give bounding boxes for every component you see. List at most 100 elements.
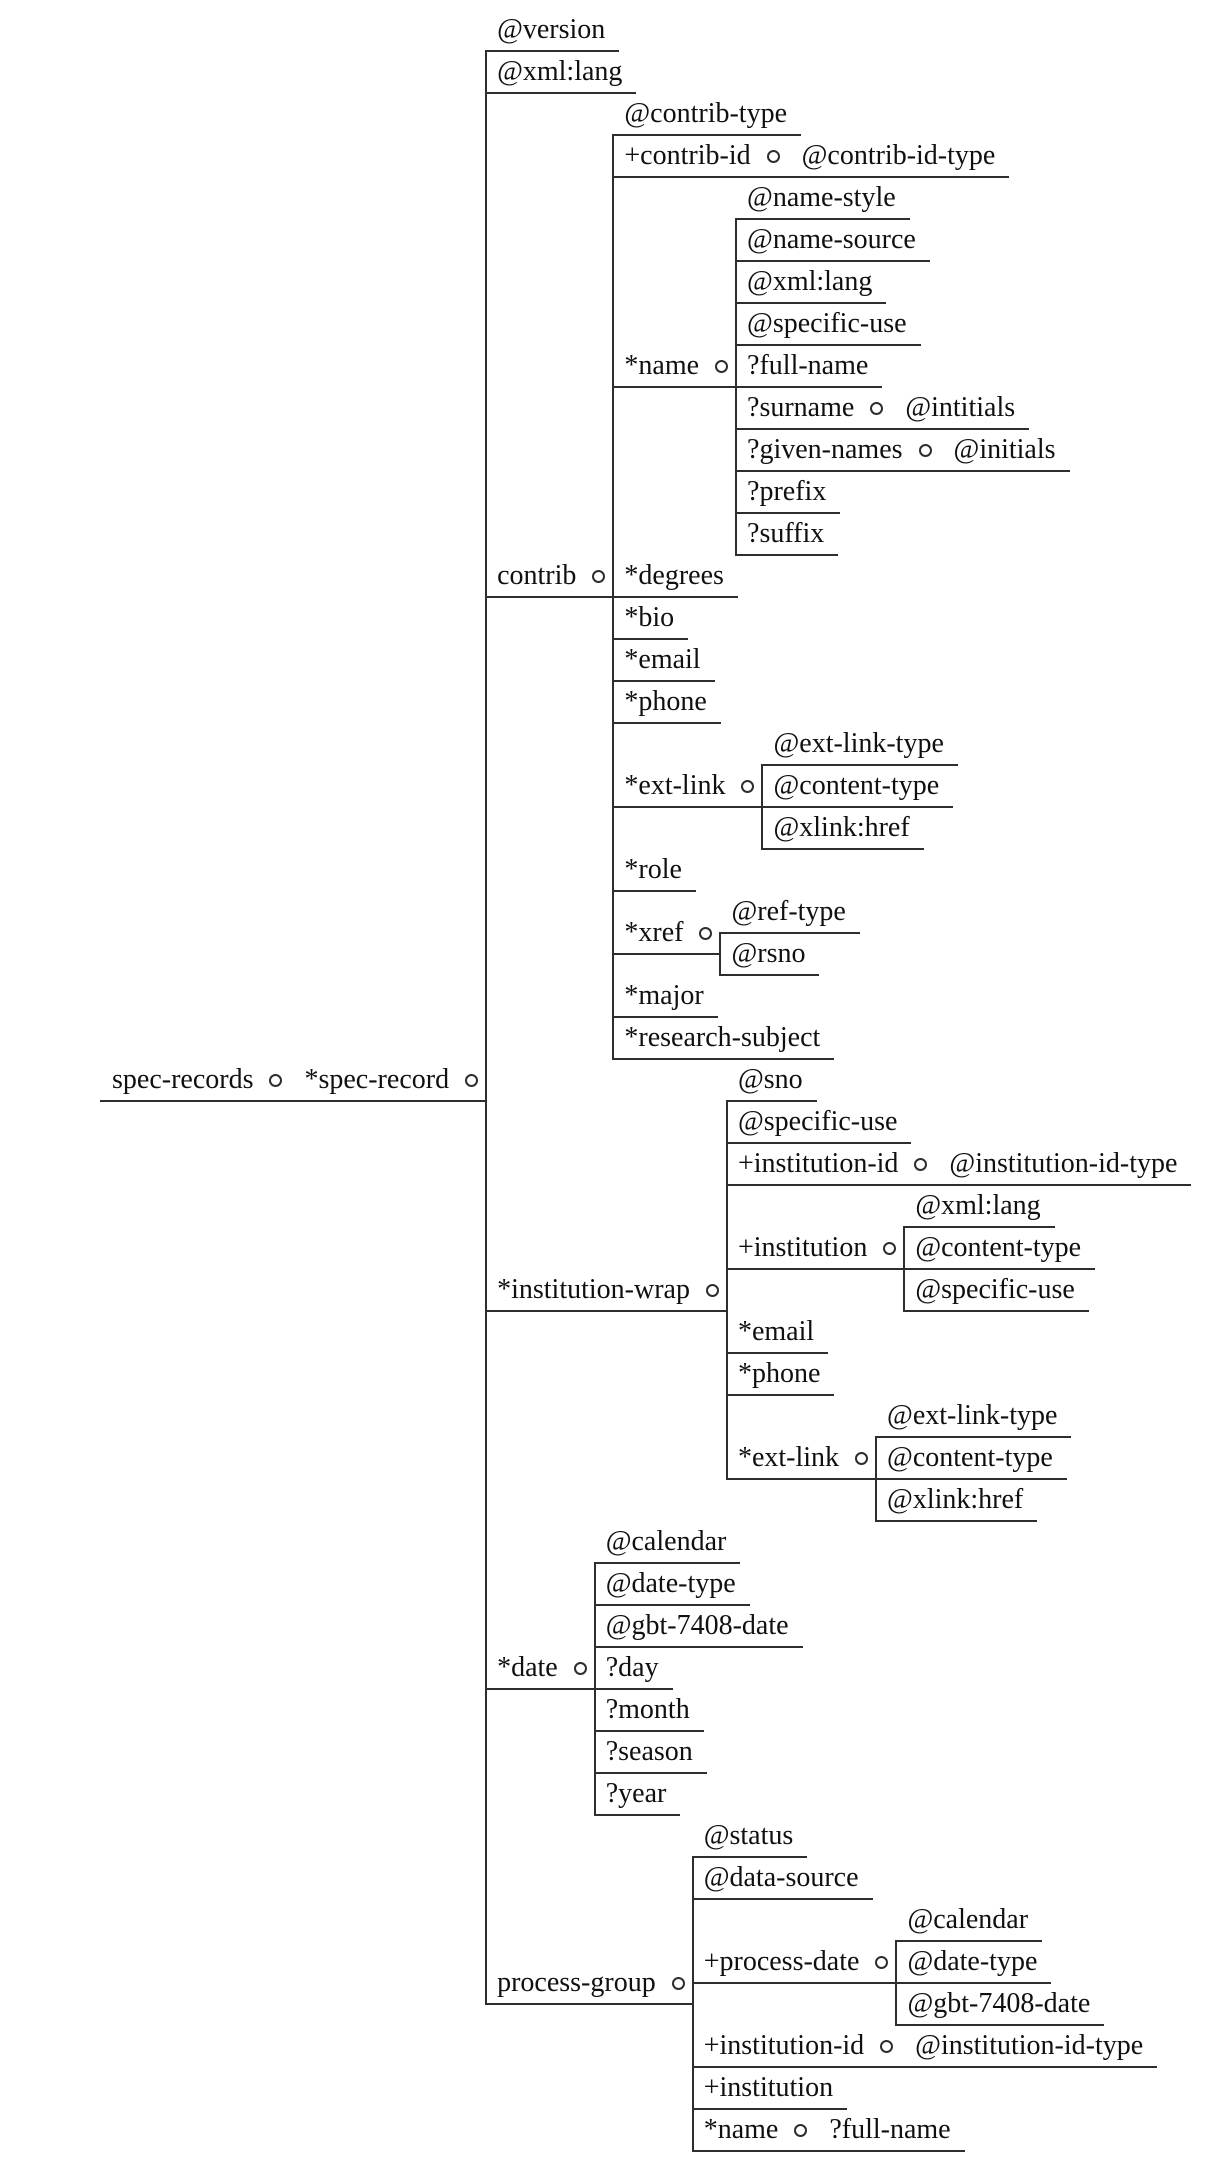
node-label: @content-type	[915, 1232, 1082, 1263]
node-label-line: spec-records *spec-record	[100, 1060, 486, 1102]
node-label: @date-type	[907, 1946, 1038, 1977]
ring-connector-icon	[880, 2039, 894, 2053]
node-label: ?full-name	[829, 2114, 951, 2145]
node-label: *degrees	[624, 560, 724, 591]
ring-connector-icon	[699, 926, 713, 940]
node-label-line: @specific-use	[725, 1102, 912, 1144]
tree-row: ?day	[593, 1648, 803, 1690]
tree-row: contrib @contrib-type +contrib-id @contrib-…	[485, 94, 1191, 1060]
children-group: @ref-type @rsno	[719, 892, 860, 976]
tree-row: +institution @xml:lang @content-type @speci…	[725, 1186, 1191, 1312]
tree-row: +institution-id @institution-id-type	[691, 2026, 1158, 2068]
node-label-line: *research-subject	[612, 1018, 835, 1060]
node-label: ?suffix	[747, 518, 825, 549]
tree-row: ?season	[593, 1732, 803, 1774]
node-label: @calendar	[907, 1904, 1029, 1935]
node-label: ?day	[605, 1652, 659, 1683]
bracket-line	[903, 1226, 906, 1312]
node-label-line: ?prefix	[735, 472, 841, 514]
node-label: @xml:lang	[747, 266, 873, 297]
node-label-line: @date-type	[593, 1564, 750, 1606]
node-label-line: *name ?full-name	[691, 2110, 965, 2152]
tree-row: *degrees	[612, 556, 1069, 598]
tree-row: *phone	[612, 682, 1069, 724]
tree-row: *research-subject	[612, 1018, 1069, 1060]
tree-row: *ext-link @ext-link-type @content-type @xli…	[725, 1396, 1191, 1522]
tree-row: @gbt-7408-date	[593, 1606, 803, 1648]
node-label-line: @name-style	[735, 178, 910, 220]
node-label-line: ?season	[593, 1732, 707, 1774]
ring-connector-icon	[715, 359, 729, 373]
node-label: @gbt-7408-date	[605, 1610, 789, 1641]
tree-row: ?prefix	[735, 472, 1070, 514]
node-label-line: +institution-id @institution-id-type	[725, 1144, 1192, 1186]
children-group: @calendar @date-type @gbt-7408-date ?day ?mo…	[593, 1522, 803, 1816]
children-group: @ext-link-type @content-type @xlink:href	[875, 1396, 1072, 1522]
node-label: *spec-record	[304, 1064, 450, 1095]
node-label-line: @ext-link-type	[761, 724, 958, 766]
tree-row: ?suffix	[735, 514, 1070, 556]
children-group: @calendar @date-type @gbt-7408-date	[895, 1900, 1105, 2026]
node-label-line: @data-source	[691, 1858, 873, 1900]
node-label-line: +process-date	[691, 1942, 896, 1984]
node-label-line: @xml:lang	[735, 262, 887, 304]
node-label-line: @calendar	[895, 1900, 1043, 1942]
bracket-line	[719, 932, 722, 976]
ring-connector-icon	[883, 1241, 897, 1255]
bracket-line	[593, 1562, 596, 1816]
node-label: *date	[497, 1652, 558, 1683]
node-label-line: *email	[725, 1312, 829, 1354]
children-group: @ext-link-type @content-type @xlink:href	[761, 724, 958, 850]
node-label-line: *major	[612, 976, 718, 1018]
node-label-line: *bio	[612, 598, 689, 640]
node-label: @initials	[953, 434, 1056, 465]
node-label-line: @xml:lang	[903, 1186, 1055, 1228]
tree-row: @specific-use	[903, 1270, 1095, 1312]
node-label-line: @xml:lang	[485, 52, 637, 94]
bracket-line	[735, 218, 738, 556]
node-label-line: @rsno	[719, 934, 820, 976]
node-label-line: ?suffix	[735, 514, 839, 556]
tree-row: ?year	[593, 1774, 803, 1816]
node-label: @gbt-7408-date	[907, 1988, 1091, 2019]
node-label: @intitials	[905, 392, 1016, 423]
node-label-line: @version	[485, 10, 620, 52]
node-label: *role	[624, 854, 682, 885]
tree-row: @content-type	[761, 766, 957, 808]
node-label-line: +contrib-id @contrib-id-type	[612, 136, 1010, 178]
node-label-line: *ext-link	[612, 766, 762, 808]
node-label: *institution-wrap	[497, 1274, 690, 1305]
tree-row: @xml:lang	[485, 52, 1191, 94]
tree-row: *major	[612, 976, 1069, 1018]
node-label: @xlink:href	[887, 1484, 1024, 1515]
node-label: @contrib-id-type	[801, 140, 996, 171]
node-label: ?full-name	[747, 350, 869, 381]
tree-row: @calendar	[895, 1900, 1104, 1942]
node-label: @institution-id-type	[915, 2030, 1144, 2061]
tree-row: *name ?full-name	[691, 2110, 1157, 2152]
node-label-line: @sno	[725, 1060, 817, 1102]
node-label: @date-type	[605, 1568, 736, 1599]
tree-row: *ext-link @ext-link-type @content-type @xli…	[612, 724, 1069, 850]
tree-row: @specific-use	[735, 304, 1070, 346]
tree-row: *bio	[612, 598, 1069, 640]
tree-row: ?given-names @initials	[735, 430, 1070, 472]
tree-row: @rsno	[719, 934, 859, 976]
bracket-line	[895, 1940, 898, 2026]
tree-row: @xlink:href	[875, 1480, 1071, 1522]
node-label: ?season	[605, 1736, 693, 1767]
node-label: @version	[497, 14, 606, 45]
ring-connector-icon	[269, 1073, 283, 1087]
ring-connector-icon	[918, 443, 932, 457]
node-label: ?surname	[747, 392, 855, 423]
node-label-line: @calendar	[593, 1522, 741, 1564]
bracket-line	[875, 1436, 878, 1522]
node-label-line: @xlink:href	[761, 808, 924, 850]
node-label-line: @date-type	[895, 1942, 1052, 1984]
node-label: contrib	[497, 560, 577, 591]
node-label: *xref	[624, 917, 684, 948]
tree-row: +process-date @calendar @date-type @gbt-740…	[691, 1900, 1157, 2026]
node-label-line: @content-type	[761, 766, 954, 808]
tree-row: @calendar	[593, 1522, 803, 1564]
node-label-line: @name-source	[735, 220, 930, 262]
